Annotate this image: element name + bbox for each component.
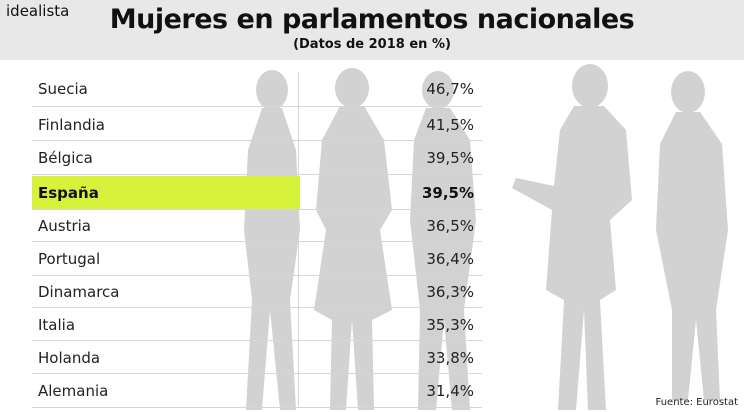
country-label: Finlandia (38, 116, 105, 134)
chart-subtitle: (Datos de 2018 en %) (293, 37, 451, 52)
table-row: Holanda 33,8% (32, 342, 482, 374)
table-row: Alemania 31,4% (32, 375, 482, 408)
country-label: Alemania (38, 382, 109, 400)
table-row: Dinamarca 36,3% (32, 277, 482, 308)
silhouette-4 (512, 64, 632, 410)
country-label: Italia (38, 315, 76, 334)
country-label: Bélgica (38, 149, 93, 167)
percentage-value: 36,3% (426, 283, 474, 301)
country-label: Suecia (38, 80, 88, 98)
silhouette-5 (656, 71, 728, 400)
data-table: Suecia 46,7% Finlandia 41,5% Bélgica 39,5% Esp… (32, 72, 482, 410)
percentage-value: 46,7% (426, 80, 474, 98)
percentage-value: 39,5% (426, 149, 474, 167)
table-row: Bélgica 39,5% (32, 142, 482, 175)
percentage-value: 31,4% (426, 382, 474, 400)
percentage-value: 35,3% (426, 315, 474, 334)
country-label: España (38, 183, 99, 202)
table-row: Suecia 46,7% (32, 72, 482, 107)
country-label: Holanda (38, 348, 101, 367)
percentage-value: 36,4% (426, 250, 474, 268)
table-row: España 39,5% (32, 176, 482, 210)
chart-title: Mujeres en parlamentos nacionales (109, 4, 635, 35)
silhouette-3 (410, 71, 476, 410)
percentage-value: 39,5% (421, 183, 474, 202)
column-divider (298, 72, 299, 406)
percentage-value: 33,8% (426, 348, 474, 367)
percentage-value: 41,5% (426, 116, 474, 134)
country-label: Dinamarca (38, 283, 120, 301)
brand-logo: idealista (6, 2, 70, 20)
percentage-value: 36,5% (426, 217, 474, 235)
table-row: Portugal 36,4% (32, 243, 482, 276)
country-label: Austria (38, 217, 91, 235)
country-label: Portugal (38, 250, 101, 268)
silhouette-2 (314, 68, 392, 410)
table-row: Italia 35,3% (32, 309, 482, 341)
source-note: Fuente: Eurostat (655, 397, 739, 408)
header-bar: idealista Mujeres en parlamentos naciona… (0, 0, 744, 60)
table-row: Austria 36,5% (32, 211, 482, 242)
row-highlight (32, 176, 300, 209)
women-silhouettes-background (244, 64, 728, 410)
table-row: Finlandia 41,5% (32, 110, 482, 141)
